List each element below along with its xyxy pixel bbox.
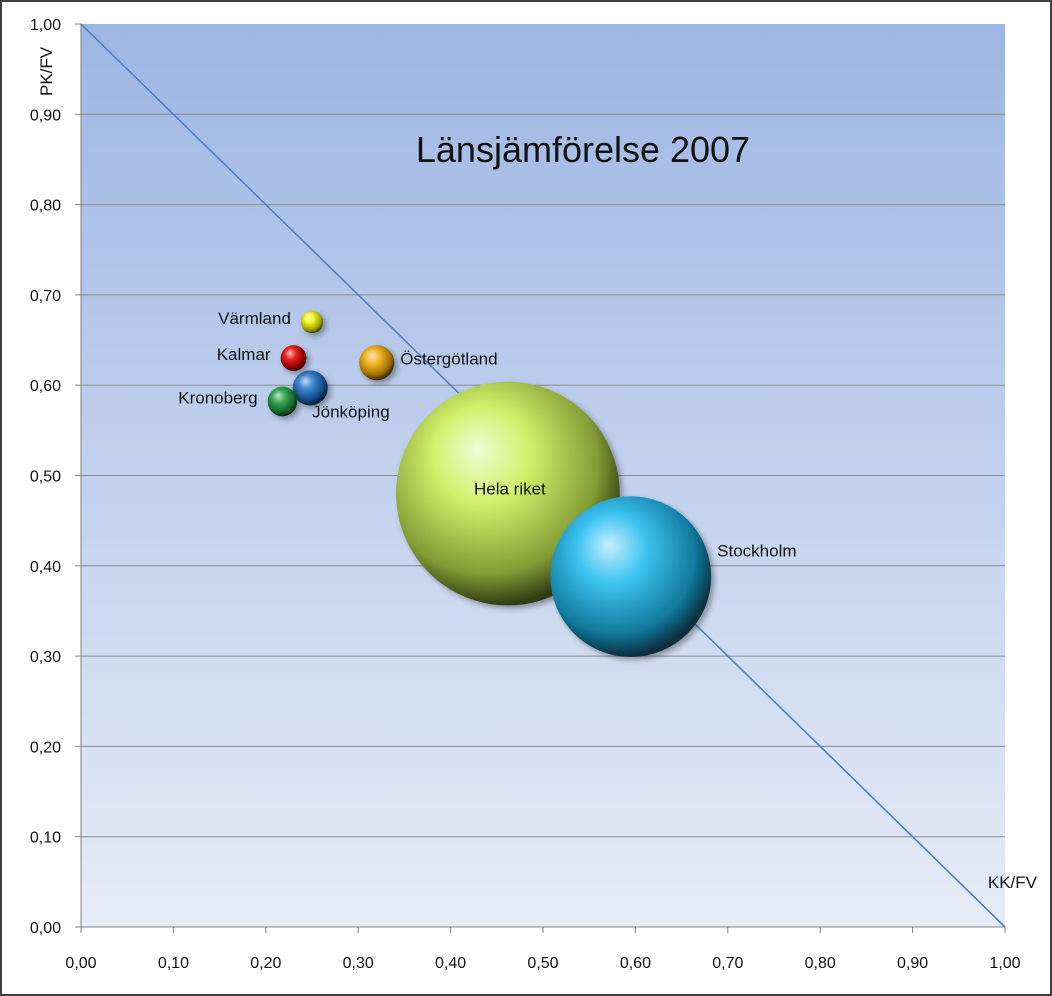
x-tick-label-2: 0,20 — [250, 955, 281, 972]
x-tick-label-3: 0,30 — [343, 955, 374, 972]
x-tick-label-9: 0,90 — [897, 955, 928, 972]
bubble-label-stockholm: Stockholm — [717, 542, 796, 561]
y-tick-label-8: 0,80 — [30, 198, 61, 215]
bubble-label-kalmar: Kalmar — [217, 345, 271, 364]
y-tick-label-10: 1,00 — [30, 17, 61, 34]
x-tick-label-8: 0,80 — [805, 955, 836, 972]
axis-ticks: 0,00 0,10 0,20 0,30 0,40 0,50 0,60 0,70 0,80 0,90… — [30, 17, 1021, 972]
bubble-jönköping — [292, 370, 328, 406]
y-tick-label-6: 0,60 — [30, 378, 61, 395]
bubble-label-östergötland: Östergötland — [400, 350, 497, 369]
chart-title: Länsjämförelse 2007 — [416, 129, 750, 170]
bubble-label-värmland: Värmland — [218, 309, 291, 328]
x-tick-label-0: 0,00 — [65, 955, 96, 972]
bubble-värmland — [300, 310, 324, 334]
y-tick-label-0: 0,00 — [30, 920, 61, 937]
bubble-label-hela-riket: Hela riket — [474, 480, 546, 499]
y-tick-label-7: 0,70 — [30, 288, 61, 305]
bubble-östergötland — [359, 345, 395, 381]
x-tick-label-10: 1,00 — [989, 955, 1020, 972]
x-tick-label-1: 0,10 — [158, 955, 189, 972]
y-tick-label-3: 0,30 — [30, 649, 61, 666]
x-tick-label-5: 0,50 — [527, 955, 558, 972]
y-axis-title: PK/FV — [37, 46, 56, 96]
x-tick-label-4: 0,40 — [435, 955, 466, 972]
y-tick-label-4: 0,40 — [30, 559, 61, 576]
x-tick-label-7: 0,70 — [712, 955, 743, 972]
bubble-kronoberg — [267, 386, 298, 417]
bubbles — [267, 310, 712, 658]
y-tick-label-5: 0,50 — [30, 469, 61, 486]
bubble-label-kronoberg: Kronoberg — [178, 388, 257, 407]
x-tick-label-6: 0,60 — [620, 955, 651, 972]
gridlines — [81, 113, 1005, 838]
y-tick-label-9: 0,90 — [30, 107, 61, 124]
bubble-label-jönköping: Jönköping — [312, 402, 390, 421]
x-axis-title: KK/FV — [988, 873, 1038, 892]
y-tick-label-2: 0,20 — [30, 739, 61, 756]
bubble-stockholm — [550, 496, 712, 658]
bubble-labels: Värmland Kalmar Östergötland Jönköping Krono… — [178, 309, 796, 561]
bubble-kalmar — [280, 345, 307, 372]
y-tick-label-1: 0,10 — [30, 830, 61, 847]
